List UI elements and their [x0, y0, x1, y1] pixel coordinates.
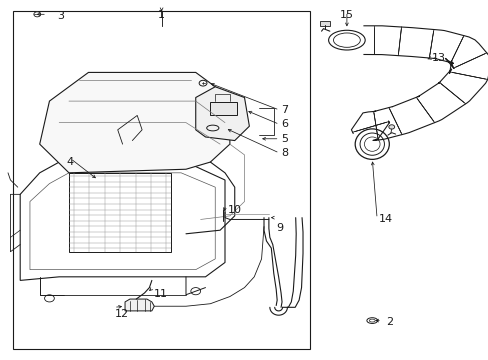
Circle shape	[34, 12, 41, 17]
Text: 1: 1	[158, 10, 165, 20]
Text: 11: 11	[154, 289, 168, 300]
Ellipse shape	[333, 33, 360, 47]
Text: 14: 14	[378, 215, 392, 224]
Text: 10: 10	[227, 205, 241, 215]
Polygon shape	[40, 72, 229, 173]
Ellipse shape	[354, 129, 388, 159]
Polygon shape	[195, 87, 249, 140]
Polygon shape	[125, 299, 154, 311]
Text: 2: 2	[385, 317, 392, 327]
Ellipse shape	[366, 318, 377, 323]
Bar	[13, 12, 310, 348]
Text: 7: 7	[281, 105, 287, 115]
Text: 15: 15	[339, 10, 353, 20]
Text: 5: 5	[281, 134, 287, 144]
FancyBboxPatch shape	[319, 21, 330, 26]
Text: 13: 13	[431, 53, 446, 63]
Ellipse shape	[328, 30, 365, 50]
Text: 8: 8	[281, 148, 287, 158]
Text: 12: 12	[115, 309, 129, 319]
Text: 9: 9	[276, 223, 283, 233]
Text: 4: 4	[66, 157, 74, 167]
Ellipse shape	[359, 133, 384, 155]
Text: 6: 6	[281, 120, 287, 129]
Circle shape	[388, 125, 394, 129]
Ellipse shape	[368, 319, 374, 322]
Ellipse shape	[364, 137, 379, 151]
Text: 3: 3	[57, 12, 63, 22]
Bar	[210, 102, 237, 116]
